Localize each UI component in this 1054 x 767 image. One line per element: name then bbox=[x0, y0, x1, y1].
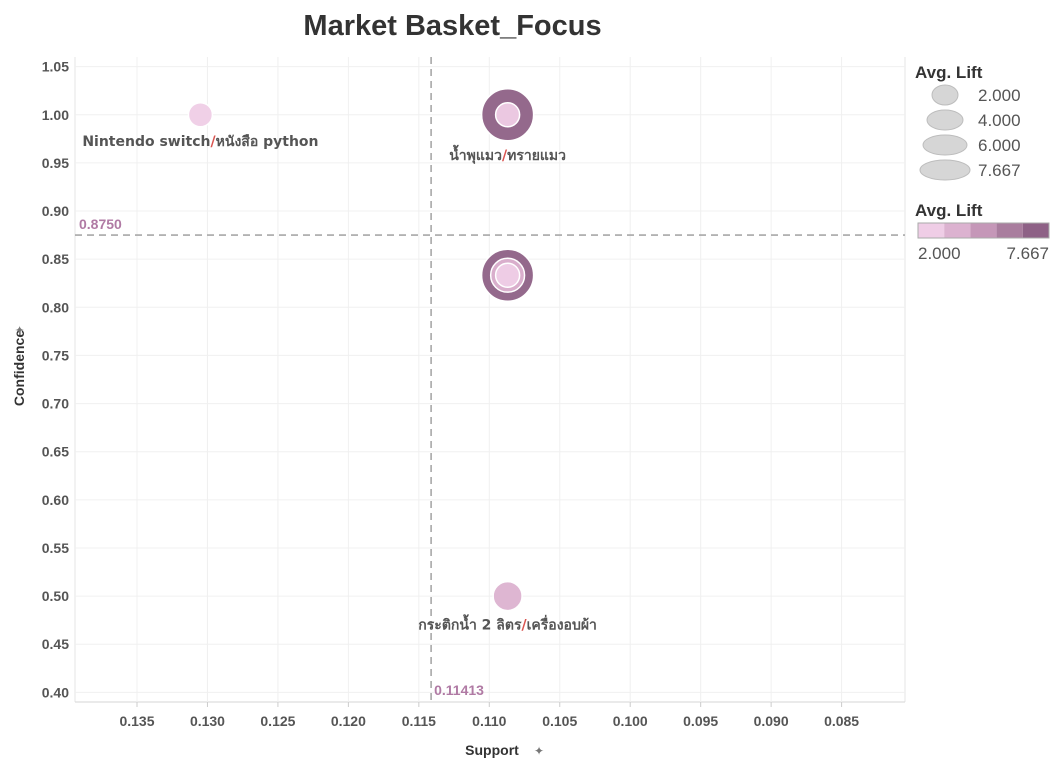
size-legend-swatch bbox=[922, 134, 968, 156]
y-tick-label: 0.85 bbox=[42, 251, 69, 267]
size-legend-swatch bbox=[931, 84, 959, 106]
color-legend-swatch bbox=[944, 223, 971, 238]
y-tick-label: 0.95 bbox=[42, 155, 69, 171]
y-axis-pin-icon: ✦ bbox=[13, 325, 27, 335]
y-axis-title: Confidence bbox=[11, 330, 27, 406]
y-tick-label: 0.90 bbox=[42, 203, 69, 219]
y-tick-label: 0.50 bbox=[42, 588, 69, 604]
size-legend-label: 4.000 bbox=[978, 111, 1021, 130]
size-legend-label: 2.000 bbox=[978, 86, 1021, 105]
data-point bbox=[494, 262, 521, 288]
size-legend-title: Avg. Lift bbox=[915, 63, 983, 82]
color-legend-max: 7.667 bbox=[1006, 244, 1049, 263]
x-tick-label: 0.100 bbox=[613, 713, 648, 729]
color-legend-title: Avg. Lift bbox=[915, 201, 983, 220]
color-legend-swatch bbox=[996, 223, 1023, 238]
reference-label-support: 0.11413 bbox=[434, 682, 484, 698]
data-marks bbox=[187, 88, 535, 612]
size-legend-label: 6.000 bbox=[978, 136, 1021, 155]
color-legend-border bbox=[917, 222, 1050, 239]
point-label: Nintendo switch/หนังสือ python bbox=[82, 134, 318, 150]
point-labels: Nintendo switch/หนังสือ python น้ำพุแมว/ท… bbox=[82, 134, 597, 634]
y-tick-label: 0.45 bbox=[42, 636, 69, 652]
x-axis-pin-icon: ✦ bbox=[534, 744, 544, 758]
reference-lines: 0.8750 0.11413 bbox=[75, 57, 905, 702]
x-tick-label: 0.135 bbox=[119, 713, 154, 729]
y-tick-label: 1.00 bbox=[42, 107, 69, 123]
legend: Avg. Lift 2.000 4.000 6.000 7.667 Avg. Lift 2.… bbox=[915, 63, 1050, 263]
x-tick-label: 0.130 bbox=[190, 713, 225, 729]
point-label: กระติกน้ำ 2 ลิตร/เครื่องอบผ้า bbox=[418, 614, 597, 634]
point-label: น้ำพุแมว/ทรายแมว bbox=[449, 144, 566, 164]
axes: 1.05 1.00 0.95 0.90 0.85 0.80 0.75 0.70 0.65 0.60… bbox=[11, 59, 859, 758]
y-tick-label: 0.80 bbox=[42, 299, 69, 315]
size-legend-label: 7.667 bbox=[978, 161, 1021, 180]
x-tick-label: 0.090 bbox=[754, 713, 789, 729]
y-tick-label: 0.60 bbox=[42, 492, 69, 508]
x-tick-label: 0.120 bbox=[331, 713, 366, 729]
x-tick-label: 0.085 bbox=[824, 713, 859, 729]
y-tick-label: 0.55 bbox=[42, 540, 69, 556]
data-point bbox=[494, 102, 521, 128]
size-legend-swatch bbox=[919, 159, 971, 181]
y-tick-label: 1.05 bbox=[42, 59, 69, 75]
grid bbox=[74, 57, 906, 703]
y-tick-label: 0.65 bbox=[42, 444, 69, 460]
reference-label-confidence: 0.8750 bbox=[79, 216, 122, 232]
data-point bbox=[492, 580, 523, 612]
data-point bbox=[187, 102, 214, 128]
color-legend-swatch bbox=[1022, 223, 1049, 238]
chart-title: Market Basket_Focus bbox=[303, 10, 602, 42]
color-legend-swatch bbox=[970, 223, 997, 238]
y-tick-label: 0.40 bbox=[42, 684, 69, 700]
y-tick-label: 0.70 bbox=[42, 396, 69, 412]
x-tick-label: 0.125 bbox=[260, 713, 295, 729]
x-tick-label: 0.110 bbox=[472, 713, 506, 729]
size-legend-swatch bbox=[926, 109, 964, 131]
x-axis-title: Support bbox=[465, 742, 519, 758]
color-legend-min: 2.000 bbox=[918, 244, 961, 263]
x-tick-label: 0.095 bbox=[683, 713, 718, 729]
y-tick-label: 0.75 bbox=[42, 347, 69, 363]
x-tick-label: 0.105 bbox=[542, 713, 577, 729]
color-legend-swatch bbox=[918, 223, 945, 238]
x-tick-label: 0.115 bbox=[402, 713, 436, 729]
